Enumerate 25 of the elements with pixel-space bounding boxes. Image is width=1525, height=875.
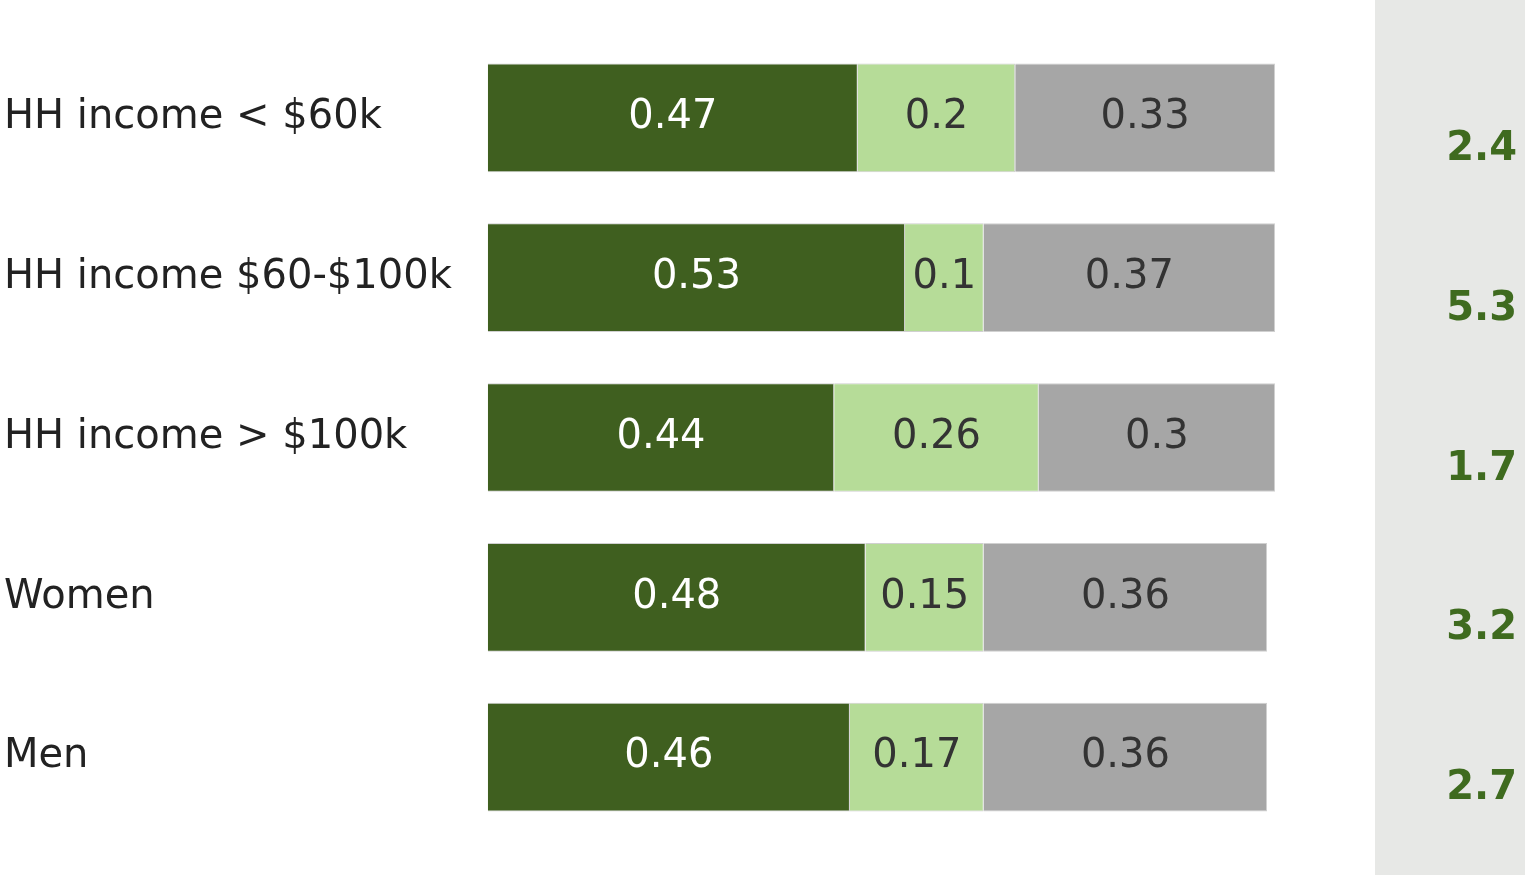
text: 3.2 — [1446, 602, 1517, 649]
text: 2.7 — [1446, 762, 1517, 809]
data-label: 0.3 — [1125, 410, 1189, 457]
text: 5.3 — [1446, 282, 1517, 329]
y-tick-label: Men — [4, 730, 89, 777]
data-label: 0.53 — [651, 251, 741, 298]
data-label: 0.37 — [1084, 251, 1174, 298]
y-tick-label: HH income $60-$100k — [4, 251, 453, 298]
y-tick-label: HH income < $60k — [4, 91, 383, 138]
data-label: 0.36 — [1080, 730, 1170, 777]
y-tick-label: HH income > $100k — [4, 410, 409, 457]
data-label: 0.17 — [872, 730, 962, 777]
data-label: 0.1 — [912, 251, 977, 298]
data-label: 0.33 — [1100, 91, 1190, 138]
data-label: 0.15 — [880, 570, 970, 617]
text: 2.4 — [1446, 122, 1517, 169]
text: 1.7 — [1446, 442, 1517, 489]
y-tick-label: Women — [4, 570, 155, 617]
data-label: 0.26 — [891, 410, 982, 457]
data-label: 0.2 — [904, 91, 969, 138]
data-label: 0.36 — [1080, 570, 1170, 617]
data-label: 0.44 — [616, 410, 706, 457]
data-label: 0.48 — [632, 570, 722, 617]
data-label: 0.46 — [624, 730, 714, 777]
data-label: 0.47 — [628, 91, 718, 138]
